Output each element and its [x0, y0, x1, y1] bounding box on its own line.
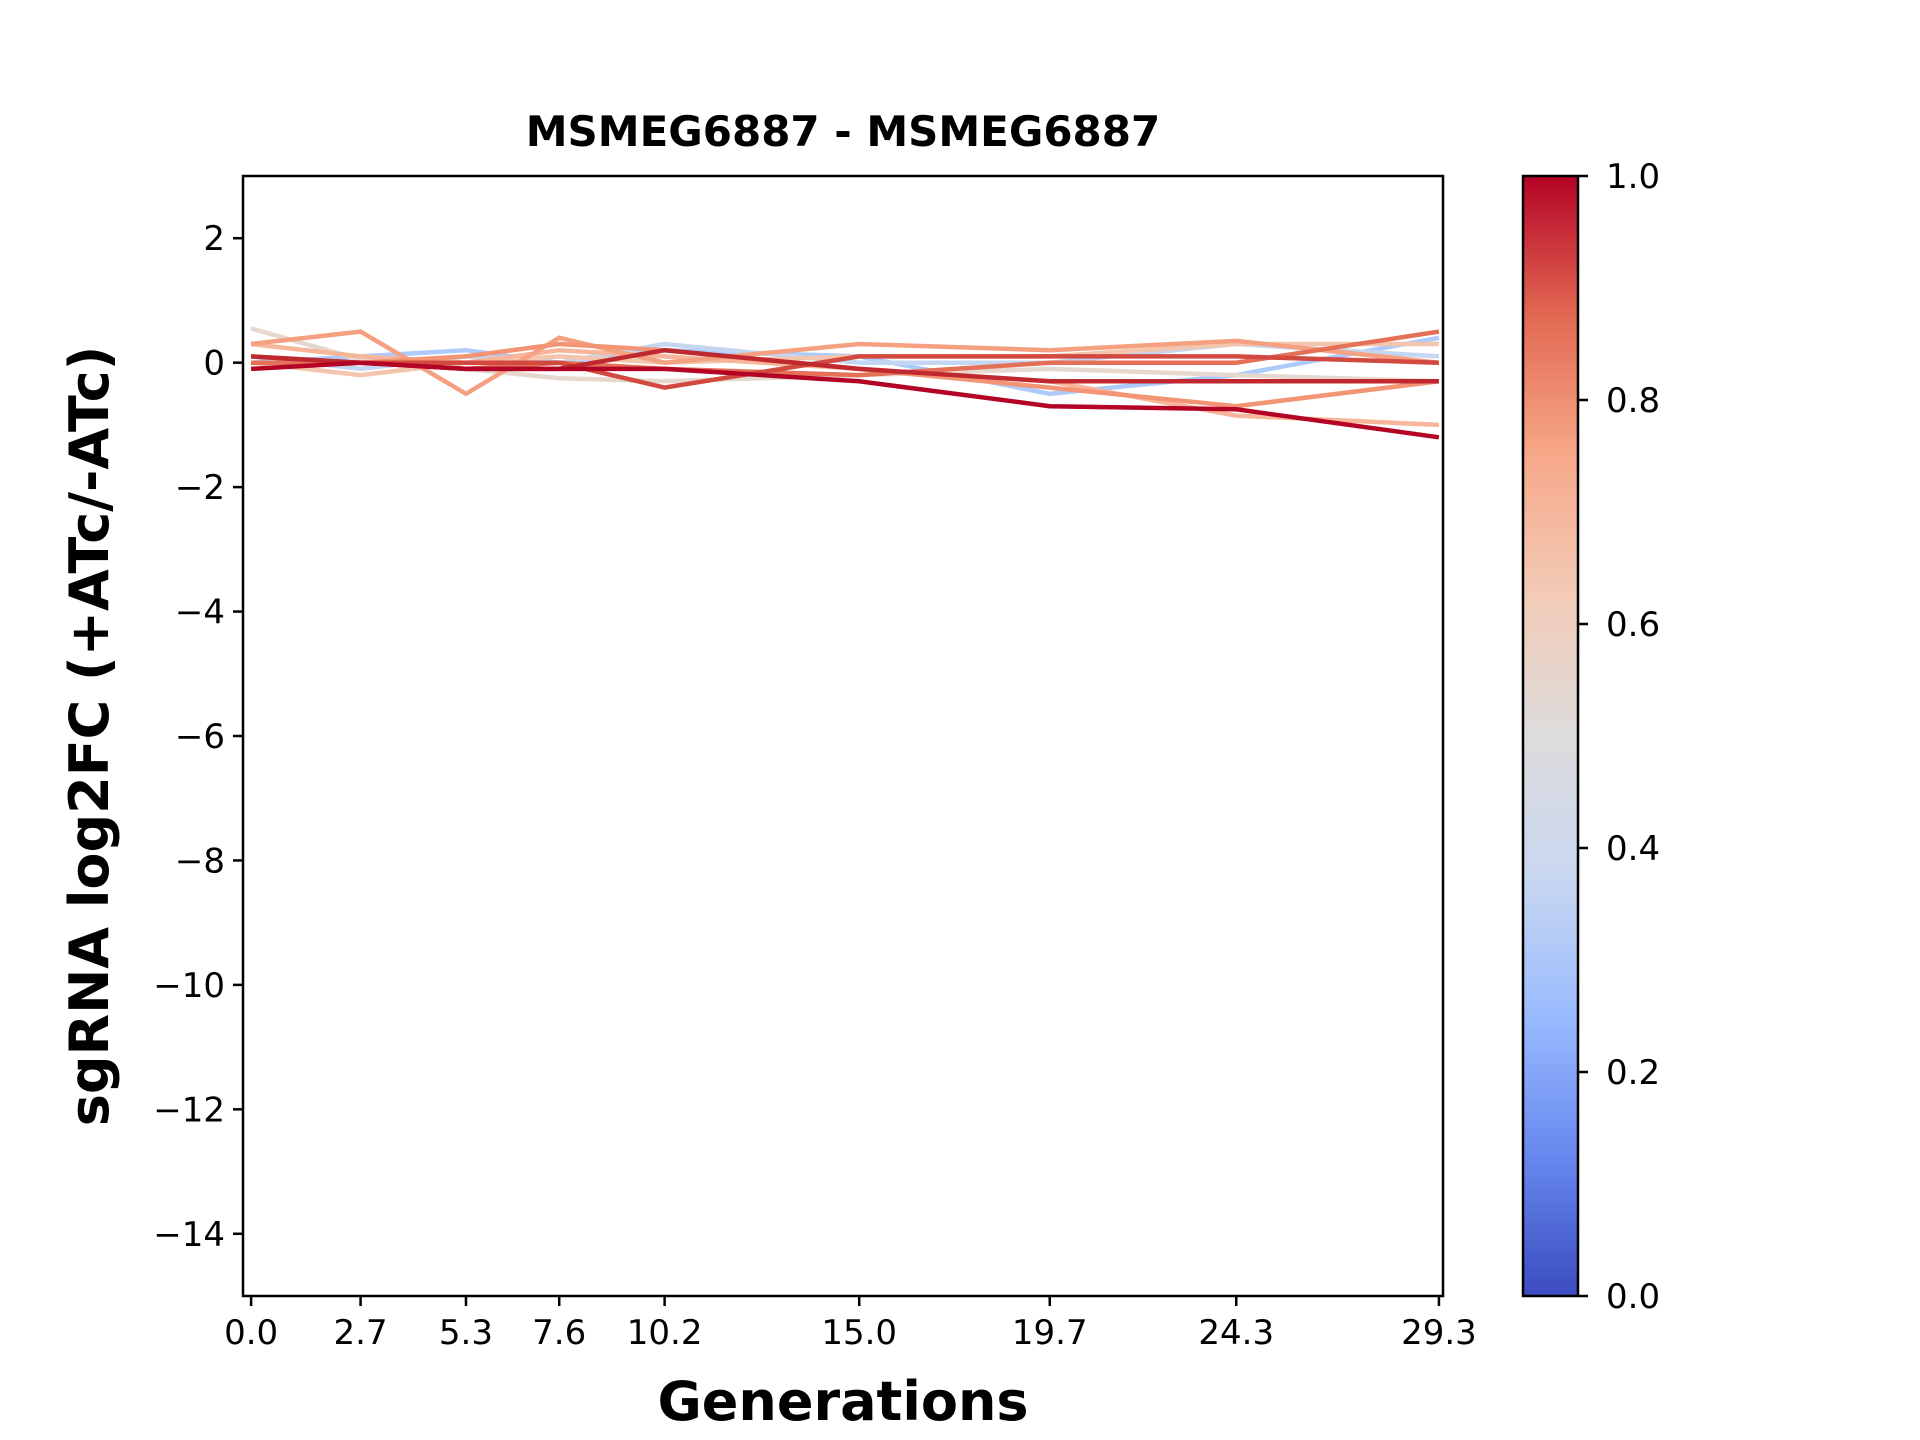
- x-tick-label: 24.3: [1198, 1313, 1274, 1353]
- x-tick-label: 29.3: [1401, 1313, 1477, 1353]
- y-tick-label: −6: [175, 717, 225, 757]
- y-tick-label: −8: [175, 841, 225, 881]
- series-line-10: [250, 360, 1440, 440]
- colorbar-tick-label: 0.6: [1606, 605, 1660, 645]
- x-axis: 0.0 2.7 5.3 7.6 10.2 15.0 19.7 24.3 29.3: [224, 1296, 1477, 1353]
- y-tick-label: −4: [175, 593, 225, 633]
- colorbar-tick-label: 0.4: [1606, 829, 1660, 869]
- y-tick-label: −2: [175, 468, 225, 508]
- x-tick-label: 19.7: [1012, 1313, 1088, 1353]
- x-tick-label: 7.6: [532, 1313, 586, 1353]
- colorbar-tick-label: 0.0: [1606, 1277, 1660, 1317]
- x-tick-label: 15.0: [821, 1313, 897, 1353]
- x-tick-label: 2.7: [334, 1313, 388, 1353]
- colorbar-ticks: 0.0 0.2 0.4 0.6 0.8 1.0: [1578, 157, 1660, 1317]
- y-tick-label: −14: [153, 1215, 225, 1255]
- x-axis-label: Generations: [657, 1370, 1028, 1433]
- x-tick-label: 10.2: [627, 1313, 703, 1353]
- x-tick-label: 5.3: [439, 1313, 493, 1353]
- colorbar-tick-label: 0.2: [1606, 1053, 1660, 1093]
- y-tick-label: 2: [203, 219, 225, 259]
- y-axis-label: sgRNA log2FC (+ATc/-ATc): [58, 346, 121, 1127]
- chart-title: MSMEG6887 - MSMEG6887: [526, 107, 1160, 156]
- x-tick-label: 0.0: [224, 1313, 278, 1353]
- y-tick-label: −10: [153, 966, 225, 1006]
- colorbar: [1521, 174, 1580, 1298]
- series-line-5: [250, 329, 1440, 397]
- y-axis: 2 0 −2 −4 −6 −8 −10 −12 −14: [153, 219, 243, 1255]
- colorbar-tick-label: 1.0: [1606, 157, 1660, 197]
- colorbar-tick-label: 0.8: [1606, 381, 1660, 421]
- y-tick-label: −12: [153, 1090, 225, 1130]
- plot-lines: [250, 326, 1440, 440]
- y-tick-label: 0: [203, 344, 225, 384]
